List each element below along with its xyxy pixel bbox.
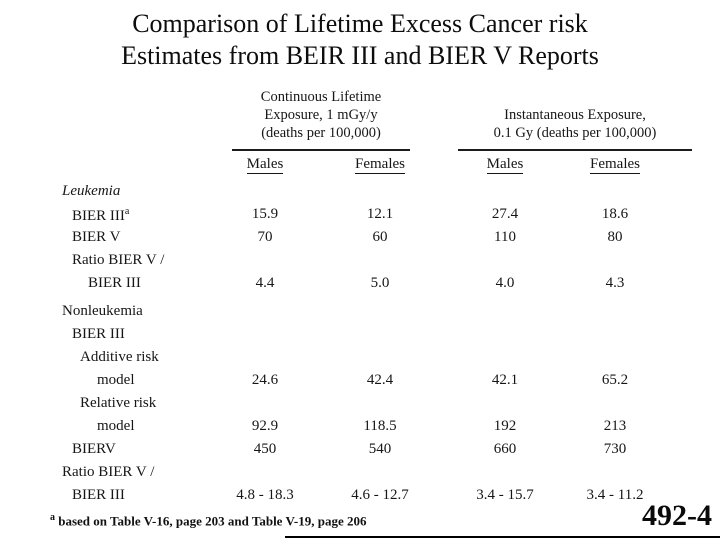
table-body: Leukemia BIER IIIa 15.9 12.1 27.4 18.6 B… [0, 183, 720, 510]
cell-value: 27.4 [491, 206, 519, 222]
row-label: BIER III [88, 275, 141, 291]
table-row-ratio-values-nonleukemia: BIER III 4.8 - 18.3 4.6 - 12.7 3.4 - 15.… [0, 487, 720, 510]
table-row-relative-model: model 92.9 118.5 192 213 [0, 418, 720, 441]
cell-value: 60 [372, 229, 388, 245]
cell-value: 18.6 [601, 206, 629, 222]
cell-value: 65.2 [601, 372, 629, 388]
column-header-males-1: Males [246, 156, 284, 174]
cell-value: 213 [603, 418, 627, 434]
row-label: model [97, 372, 135, 388]
cell-value: 118.5 [363, 418, 397, 434]
page-number: 492-4 [642, 499, 712, 532]
group1-rule [232, 149, 410, 151]
group2-line1: Instantaneous Exposure, [504, 107, 646, 123]
group2-line2: 0.1 Gy (deaths per 100,000) [493, 125, 657, 141]
group1-line2: Exposure, 1 mGy/y [264, 107, 378, 123]
cell-value: 450 [253, 441, 277, 457]
slide-title: Comparison of Lifetime Excess Cancer ris… [0, 8, 720, 72]
cell-value: 24.6 [251, 372, 279, 388]
cell-value: 4.8 - 18.3 [236, 487, 294, 503]
cell-value: 4.3 [605, 275, 625, 291]
cell-value: 5.0 [370, 275, 390, 291]
cell-value: 730 [603, 441, 627, 457]
cell-value: 92.9 [251, 418, 279, 434]
cell-value: 110 [494, 229, 516, 245]
cell-value: 80 [607, 229, 623, 245]
table-row-bier3-nonleukemia: BIER III [0, 326, 720, 349]
row-label: BIER IIIa [72, 206, 130, 224]
column-header-males-2: Males [486, 156, 524, 174]
table-row-nonleukemia: Nonleukemia [0, 303, 720, 326]
column-header-females-1: Females [355, 156, 405, 174]
footnote-marker-ref: a [124, 206, 130, 217]
row-label: Additive risk [80, 349, 159, 365]
cell-value: 12.1 [366, 206, 394, 222]
table-row-additive-risk: Additive risk [0, 349, 720, 372]
footnote-text: based on Table V-16, page 203 and Table … [55, 513, 367, 529]
table-row-bier3-leukemia: BIER IIIa 15.9 12.1 27.4 18.6 [0, 206, 720, 229]
group1-line1: Continuous Lifetime [260, 89, 382, 105]
row-label: Ratio BIER V / [72, 252, 165, 268]
row-label: BIER III [72, 487, 125, 503]
cell-value: 4.4 [255, 275, 275, 291]
column-group-instantaneous-exposure: Instantaneous Exposure, 0.1 Gy (deaths p… [455, 106, 695, 142]
cell-value: 3.4 - 11.2 [586, 487, 644, 503]
column-group-continuous-exposure: Continuous Lifetime Exposure, 1 mGy/y (d… [227, 88, 415, 142]
table-row-relative-risk: Relative risk [0, 395, 720, 418]
cell-value: 42.1 [491, 372, 519, 388]
cell-value: 4.6 - 12.7 [351, 487, 409, 503]
row-label: Leukemia [62, 183, 121, 199]
table-row-ratio-label-nonleukemia: Ratio BIER V / [0, 464, 720, 487]
table-row-ratio-values-leukemia: BIER III 4.4 5.0 4.0 4.3 [0, 275, 720, 298]
table-row-leukemia: Leukemia [0, 183, 720, 206]
slide-title-line2: Estimates from BEIR III and BIER V Repor… [121, 41, 599, 70]
cell-value: 3.4 - 15.7 [476, 487, 534, 503]
group2-rule [458, 149, 692, 151]
cell-value: 192 [493, 418, 517, 434]
cell-value: 660 [493, 441, 517, 457]
cell-value: 4.0 [495, 275, 515, 291]
cell-value: 70 [257, 229, 273, 245]
table-row-bier5-nonleukemia: BIERV 450 540 660 730 [0, 441, 720, 464]
group1-line3: (deaths per 100,000) [261, 125, 381, 141]
cell-value: 15.9 [251, 206, 279, 222]
footnote-marker: a [50, 512, 55, 523]
row-label: Relative risk [80, 395, 157, 411]
row-label: model [97, 418, 135, 434]
cell-value: 42.4 [366, 372, 394, 388]
row-label: BIER III [72, 326, 125, 342]
row-label: BIER V [72, 229, 121, 245]
column-header-females-2: Females [590, 156, 640, 174]
table-row-ratio-label-leukemia: Ratio BIER V / [0, 252, 720, 275]
table-row-additive-model: model 24.6 42.4 42.1 65.2 [0, 372, 720, 395]
bottom-edge-line [285, 536, 720, 538]
slide-title-line1: Comparison of Lifetime Excess Cancer ris… [132, 9, 588, 38]
row-label: Ratio BIER V / [62, 464, 155, 480]
table-row-bier5-leukemia: BIER V 70 60 110 80 [0, 229, 720, 252]
footnote: a based on Table V-16, page 203 and Tabl… [50, 512, 366, 529]
row-label: BIERV [72, 441, 116, 457]
row-label: Nonleukemia [62, 303, 143, 319]
cell-value: 540 [368, 441, 392, 457]
